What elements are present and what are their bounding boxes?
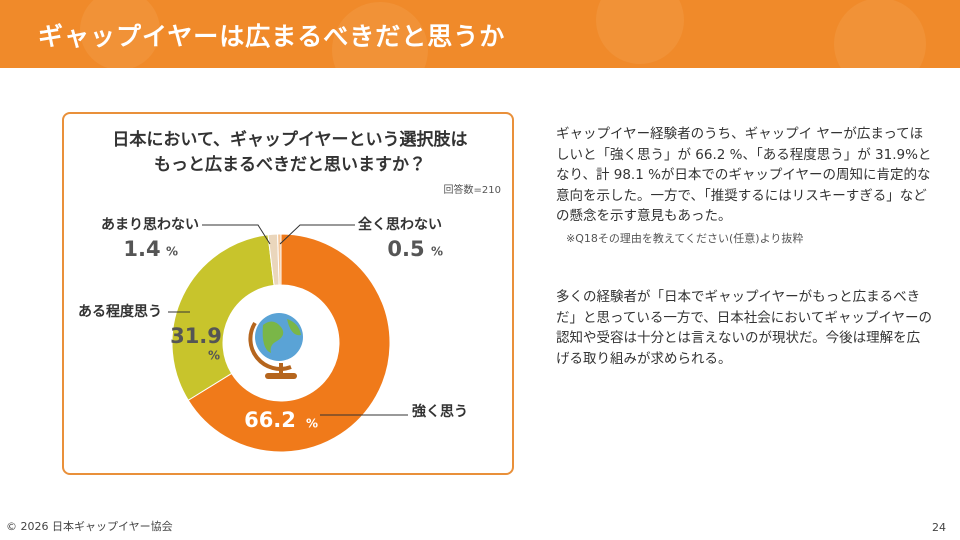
- page-number: 24: [932, 521, 946, 534]
- header-title: ギャップイヤーは広まるべきだと思うか: [38, 22, 506, 51]
- value-label: 0.5: [387, 237, 424, 261]
- donut-slice: [277, 233, 282, 286]
- paragraph: ギャップイヤー経験者のうち、ギャップイ ヤーが広まってほしいと「強く思う」が 6…: [556, 126, 932, 224]
- donut-slice: [187, 233, 391, 453]
- paragraph: 多くの経験者が「日本でギャップイヤーがもっと広まるべきだ」と思っている一方で、日…: [556, 289, 932, 367]
- category-label: あまり思わない: [101, 217, 199, 233]
- unit-label: %: [208, 349, 220, 363]
- chart-title: 日本において、ギャップイヤーという選択肢は: [112, 129, 467, 150]
- donut-slice: [171, 234, 275, 401]
- unit-label: %: [166, 245, 178, 259]
- globe-land: [262, 319, 301, 353]
- category-label: ある程度思う: [78, 303, 162, 320]
- header-pattern: [80, 0, 926, 68]
- leader-line: [279, 224, 355, 245]
- chart-subtitle: 回答数=210: [444, 183, 501, 196]
- header: ギャップイヤーは広まるべきだと思うか: [0, 0, 960, 68]
- chart-card: [62, 112, 514, 475]
- category-label: 全く思わない: [358, 216, 442, 233]
- globe-stand: [265, 373, 297, 379]
- category-label: 強く思う: [412, 403, 468, 420]
- footer-copyright: © 2026 日本ギャップイヤー協会: [6, 520, 173, 533]
- unit-label: %: [306, 417, 318, 431]
- globe-stand: [248, 321, 292, 371]
- note: ※Q18その理由を教えてください(任意)より抜粋: [566, 232, 804, 245]
- value-label: 66.2: [244, 408, 296, 432]
- unit-label: %: [431, 245, 443, 259]
- value-label: 1.4: [123, 237, 160, 261]
- leader-line: [202, 224, 271, 245]
- value-label: 31.9: [170, 324, 222, 348]
- chart-title: もっと広まるべきだと思いますか？: [154, 155, 426, 175]
